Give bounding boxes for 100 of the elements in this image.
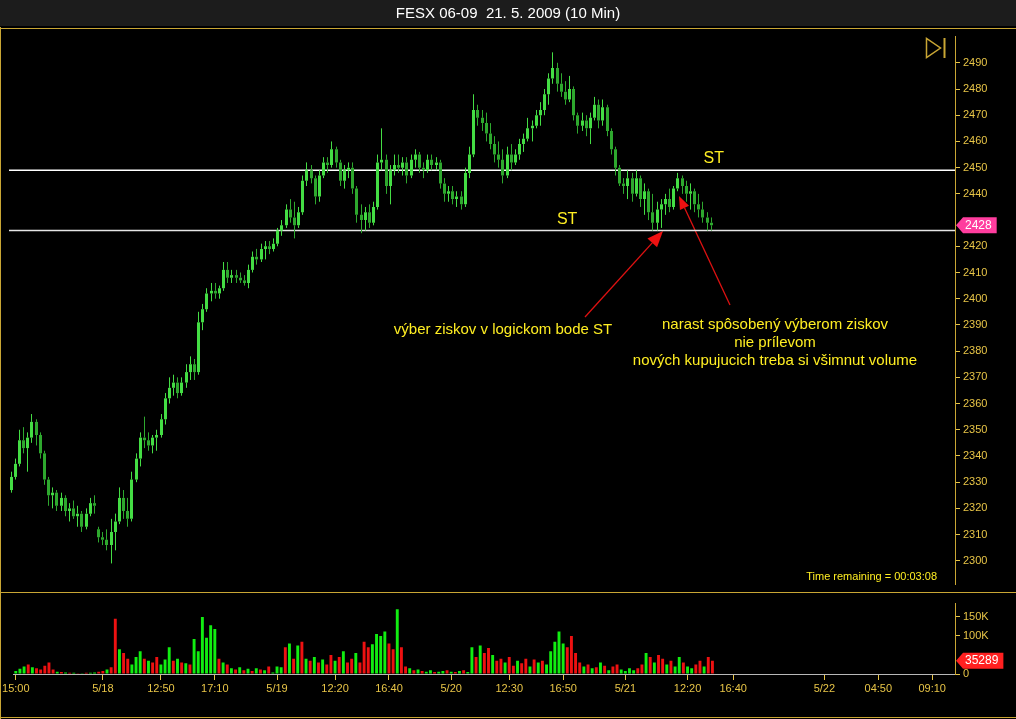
candlestick xyxy=(568,75,571,103)
candlestick xyxy=(460,190,463,211)
bar xyxy=(263,670,267,674)
bar xyxy=(590,668,594,674)
candlestick xyxy=(176,376,179,399)
chart-title: FESX 06-09 21. 5. 2009 (10 Min) xyxy=(0,0,1016,26)
y-tick-label: 2440 xyxy=(963,186,988,199)
bar xyxy=(350,658,354,674)
candlestick xyxy=(693,188,696,213)
bar xyxy=(420,670,424,674)
candlestick xyxy=(393,154,396,177)
candlestick xyxy=(285,203,288,229)
bar xyxy=(594,667,598,674)
bar xyxy=(702,666,706,674)
candlestick xyxy=(55,489,58,512)
bar xyxy=(242,670,246,674)
bar xyxy=(155,656,159,674)
candlestick xyxy=(476,104,479,127)
y-tick-label: 2410 xyxy=(963,265,988,278)
y-tick-label: 2320 xyxy=(963,501,988,514)
candlestick xyxy=(264,240,267,260)
candlestick xyxy=(481,109,484,132)
candlestick xyxy=(193,358,196,381)
candlestick xyxy=(147,431,150,452)
candlestick xyxy=(447,185,450,203)
candlestick xyxy=(14,458,17,481)
candlestick xyxy=(489,122,492,150)
candlestick xyxy=(376,154,379,211)
candlestick xyxy=(672,185,675,211)
candlestick xyxy=(493,135,496,163)
y-tick-label: 2460 xyxy=(963,134,988,147)
x-tick-label: 09:10 xyxy=(918,681,946,694)
bar xyxy=(279,667,283,674)
candlestick xyxy=(64,494,67,517)
x-tick-label: 5/19 xyxy=(266,681,288,694)
bar xyxy=(507,656,511,674)
candlestick xyxy=(47,476,50,507)
candlestick xyxy=(631,172,634,203)
candlestick xyxy=(297,206,300,229)
bar xyxy=(200,616,204,674)
candlestick xyxy=(305,161,308,187)
candlestick xyxy=(543,88,546,116)
candlestick xyxy=(451,185,454,205)
candlestick xyxy=(351,161,354,195)
bar xyxy=(524,658,528,674)
bar xyxy=(188,664,192,674)
bar xyxy=(607,670,611,674)
bar xyxy=(399,647,403,674)
bar xyxy=(657,654,660,674)
candlestick xyxy=(522,133,525,153)
candlestick xyxy=(389,164,392,205)
candlestick xyxy=(418,151,421,174)
candlestick xyxy=(626,169,629,200)
candlestick xyxy=(551,51,554,85)
x-tick-label: 5/21 xyxy=(614,681,637,694)
bar xyxy=(22,666,26,674)
candlestick xyxy=(122,489,125,520)
bar xyxy=(362,641,366,674)
candlestick xyxy=(205,287,208,313)
candlestick xyxy=(401,156,404,177)
candlestick xyxy=(201,303,204,331)
bar xyxy=(14,670,18,674)
bar xyxy=(147,660,150,674)
y-tick-label: 2390 xyxy=(963,317,988,330)
annotation: Time remaining = 00:03:08 xyxy=(806,570,937,582)
candlestick xyxy=(405,156,408,184)
bar xyxy=(644,653,648,674)
candlestick xyxy=(101,531,104,546)
bar xyxy=(395,609,399,674)
candlestick xyxy=(443,177,446,203)
bar xyxy=(138,651,142,674)
candlestick xyxy=(560,72,563,98)
bar xyxy=(30,667,34,674)
candlestick xyxy=(518,138,521,161)
bar xyxy=(180,662,184,674)
bar xyxy=(122,653,126,674)
y-tick-label: 2350 xyxy=(963,422,988,435)
candlestick xyxy=(314,175,317,205)
bar xyxy=(474,656,478,674)
candlestick xyxy=(268,240,271,255)
bar xyxy=(690,668,694,674)
y-tick-label: 2420 xyxy=(963,239,988,252)
bar xyxy=(561,643,565,674)
bar xyxy=(706,656,710,674)
candlestick xyxy=(618,164,621,187)
candlestick xyxy=(114,513,117,551)
bar xyxy=(540,660,544,674)
bar xyxy=(209,625,213,674)
candlestick xyxy=(280,219,283,237)
candlestick xyxy=(468,146,471,179)
bar xyxy=(379,635,383,674)
candlestick xyxy=(130,471,133,522)
bar xyxy=(503,662,507,674)
bar xyxy=(118,649,121,674)
x-tick-label: 5/20 xyxy=(440,681,462,694)
bar xyxy=(26,664,30,674)
candlestick xyxy=(326,156,329,174)
candlestick xyxy=(610,127,613,156)
candlestick xyxy=(18,429,21,467)
y-tick-label: 2450 xyxy=(963,160,988,173)
